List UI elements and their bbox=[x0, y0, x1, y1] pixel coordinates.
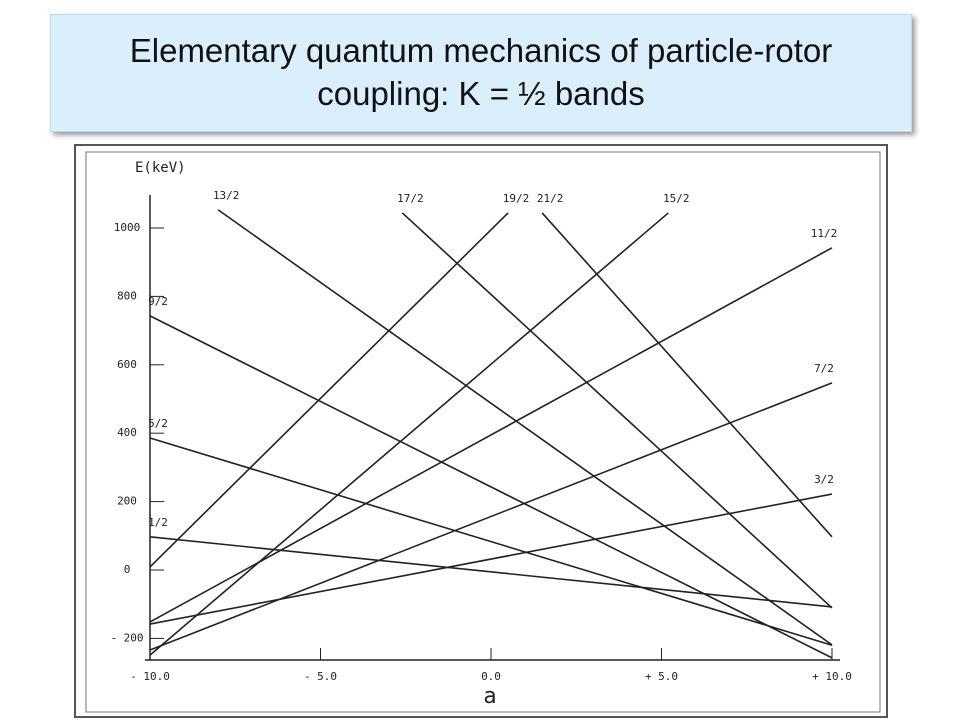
series-line bbox=[149, 315, 833, 659]
series-line bbox=[149, 493, 833, 625]
series-label: 5/2 bbox=[148, 417, 168, 430]
series-line bbox=[149, 212, 669, 656]
series-label: 15/2 bbox=[663, 192, 690, 205]
x-tick-label: + 10.0 bbox=[812, 670, 852, 683]
series-label: 21/2 bbox=[537, 192, 564, 205]
y-tick-label: 0 bbox=[124, 563, 131, 576]
series-label: 13/2 bbox=[213, 189, 240, 202]
series-line bbox=[149, 247, 833, 623]
y-tick-label: - 200 bbox=[110, 631, 143, 644]
chart-border bbox=[85, 151, 881, 713]
x-tick-label: 0.0 bbox=[481, 670, 501, 683]
series-line bbox=[149, 437, 833, 647]
slide-title: Elementary quantum mechanics of particle… bbox=[50, 14, 912, 132]
series-label: 17/2 bbox=[397, 192, 424, 205]
series-label: 19/2 bbox=[503, 192, 530, 205]
series-label: 3/2 bbox=[814, 473, 834, 486]
x-tick-label: + 5.0 bbox=[645, 670, 678, 683]
series-line bbox=[149, 212, 509, 568]
series-line bbox=[401, 212, 833, 609]
y-tick-label: 400 bbox=[117, 426, 137, 439]
y-tick-label: 200 bbox=[117, 495, 137, 508]
y-tick-label: 800 bbox=[117, 289, 137, 302]
y-axis-label: E(keV) bbox=[135, 160, 186, 176]
series-line bbox=[217, 209, 833, 646]
series-label: 9/2 bbox=[148, 295, 168, 308]
series-line bbox=[149, 382, 833, 651]
y-tick-label: 1000 bbox=[114, 221, 141, 234]
series-label: 11/2 bbox=[811, 227, 838, 240]
x-tick-label: - 10.0 bbox=[130, 670, 170, 683]
x-axis-label: a bbox=[483, 684, 496, 709]
series-line bbox=[149, 536, 833, 608]
series-line bbox=[541, 212, 833, 538]
series-label: 1/2 bbox=[148, 516, 168, 529]
x-tick-label: - 5.0 bbox=[304, 670, 337, 683]
series-label: 7/2 bbox=[814, 362, 834, 375]
y-tick-label: 600 bbox=[117, 358, 137, 371]
